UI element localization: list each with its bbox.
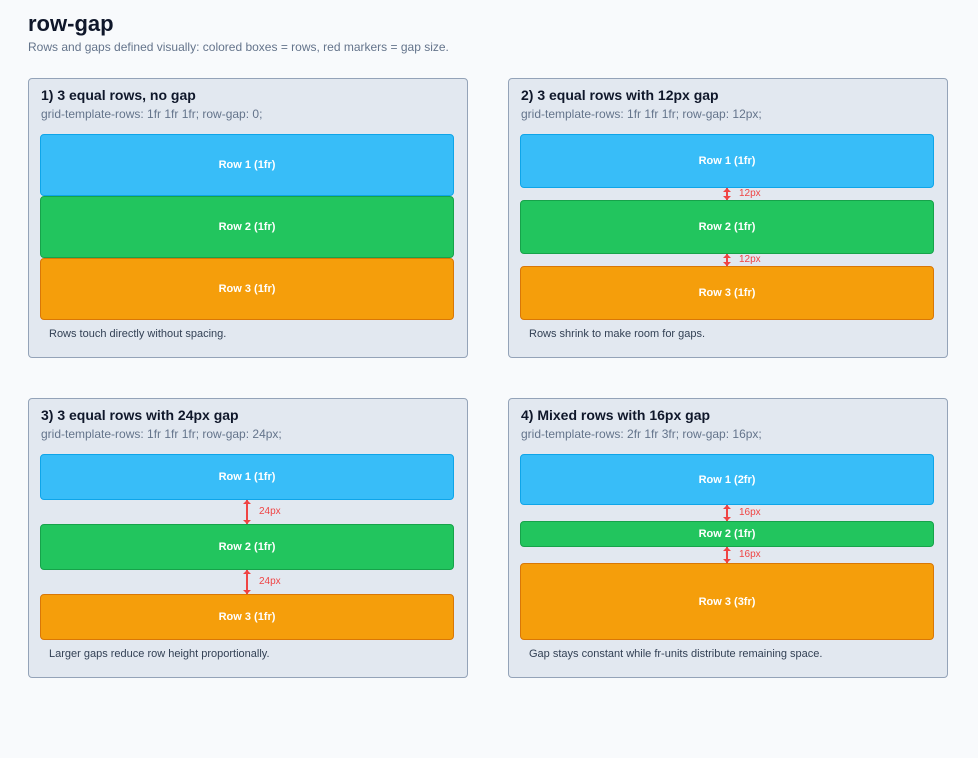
gap-arrow	[243, 500, 251, 504]
gap-marker	[726, 505, 728, 522]
gap-arrow	[723, 559, 731, 563]
gap-arrow	[723, 254, 731, 258]
panel-note: Gap stays constant while fr-units distri…	[529, 648, 823, 660]
grid-row: Row 2 (1fr)	[40, 196, 454, 258]
panel-code: grid-template-rows: 1fr 1fr 1fr; row-gap…	[41, 107, 263, 121]
panel-code: grid-template-rows: 1fr 1fr 1fr; row-gap…	[41, 427, 282, 441]
gap-marker	[246, 500, 248, 524]
grid-row: Row 2 (1fr)	[40, 524, 454, 570]
panel-note: Rows shrink to make room for gaps.	[529, 328, 706, 340]
grid-row: Row 3 (1fr)	[40, 258, 454, 320]
gap-arrow	[243, 590, 251, 594]
panel: 1) 3 equal rows, no gap grid-template-row…	[28, 78, 468, 358]
gap-label: 16px	[739, 507, 761, 519]
grid-row: Row 3 (3fr)	[520, 563, 934, 640]
gap-label: 24px	[259, 576, 281, 587]
grid-row: Row 1 (2fr)	[520, 454, 934, 506]
gap-label: 12px	[739, 188, 761, 199]
gap-arrow	[243, 570, 251, 574]
gap-arrow	[723, 262, 731, 266]
gap-arrow	[723, 188, 731, 192]
grid-row: Row 1 (1fr)	[520, 134, 934, 188]
grid-row: Row 1 (1fr)	[40, 454, 454, 500]
grid-row: Row 3 (1fr)	[520, 266, 934, 320]
panel-note: Rows touch directly without spacing.	[49, 328, 227, 340]
gap-label: 24px	[259, 506, 281, 517]
grid-row: Row 1 (1fr)	[40, 134, 454, 196]
gap-marker	[726, 188, 728, 200]
page-subtitle: Rows and gaps defined visually: colored …	[28, 40, 449, 54]
gap-label: 12px	[739, 254, 761, 265]
panel-title: 2) 3 equal rows with 12px gap	[521, 87, 719, 103]
gap-marker	[246, 570, 248, 594]
grid-row: Row 3 (1fr)	[40, 594, 454, 640]
gap-marker	[726, 547, 728, 563]
page-title: row-gap	[28, 11, 114, 36]
gap-label: 16px	[739, 549, 761, 560]
gap-arrow	[723, 517, 731, 522]
panel-title: 4) Mixed rows with 16px gap	[521, 407, 711, 423]
panel: 4) Mixed rows with 16px gap grid-template…	[508, 398, 948, 678]
gap-arrow	[723, 196, 731, 200]
grid-row: Row 2 (1fr)	[520, 521, 934, 547]
gap-arrow	[723, 547, 731, 551]
panel-title: 1) 3 equal rows, no gap	[41, 87, 196, 103]
gap-marker	[726, 254, 728, 266]
panel-note: Larger gaps reduce row height proportion…	[49, 648, 270, 660]
panel: 3) 3 equal rows with 24px gap grid-templa…	[28, 398, 468, 678]
grid-row: Row 2 (1fr)	[520, 200, 934, 254]
panel-code: grid-template-rows: 1fr 1fr 1fr; row-gap…	[521, 107, 762, 121]
panel-title: 3) 3 equal rows with 24px gap	[41, 407, 239, 423]
gap-arrow	[243, 520, 251, 524]
gap-arrow	[723, 505, 731, 510]
panel-code: grid-template-rows: 2fr 1fr 3fr; row-gap…	[521, 427, 762, 441]
panel: 2) 3 equal rows with 12px gap grid-templa…	[508, 78, 948, 358]
